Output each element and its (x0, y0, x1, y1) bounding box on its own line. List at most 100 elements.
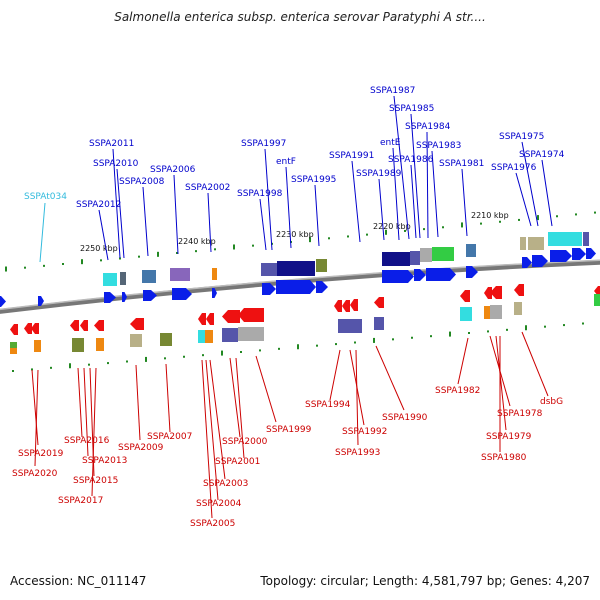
gene-label[interactable]: SSPA2008 (119, 177, 165, 187)
reverse-gene-arrow[interactable] (460, 290, 470, 302)
forward-gene-arrow[interactable] (382, 270, 414, 283)
gene-label[interactable]: SSPA1984 (405, 122, 451, 132)
gene-label[interactable]: SSPA1993 (335, 448, 380, 458)
gene-label[interactable]: SSPA2010 (93, 159, 139, 169)
forward-gene-arrow[interactable] (276, 280, 316, 294)
forward-gene-arrow[interactable] (38, 296, 44, 306)
forward-gene-arrow[interactable] (212, 288, 217, 298)
gene-label[interactable]: SSPA2013 (82, 456, 127, 466)
forward-gene-arrow[interactable] (550, 250, 572, 262)
gene-label[interactable]: SSPA2017 (58, 496, 103, 506)
reverse-gene-arrow[interactable] (24, 323, 32, 334)
gene-label[interactable]: SSPA1978 (497, 409, 543, 419)
gene-label[interactable]: SSPA1994 (305, 400, 351, 410)
forward-gene-arrow[interactable] (572, 248, 586, 260)
forward-gene-arrow[interactable] (262, 283, 276, 295)
forward-gene-arrow[interactable] (414, 269, 426, 281)
ruler-label: 2250 kbp (80, 244, 118, 253)
gc-tick (176, 251, 178, 254)
reverse-gene-arrow[interactable] (594, 286, 600, 296)
reverse-gene-arrow[interactable] (80, 320, 88, 331)
gene-label[interactable]: entE (380, 138, 401, 148)
gene-label[interactable]: SSPA2004 (196, 499, 242, 509)
reverse-gene-arrow[interactable] (484, 287, 492, 299)
gene-label[interactable]: SSPA1991 (329, 151, 374, 161)
gene-label[interactable]: SSPA2016 (64, 436, 110, 446)
gene-label[interactable]: SSPA1999 (266, 425, 312, 435)
gene-label[interactable]: entF (276, 157, 296, 167)
reverse-gene-arrow[interactable] (374, 297, 384, 308)
gene-label[interactable]: SSPA1995 (291, 175, 336, 185)
reverse-gene-arrow[interactable] (198, 313, 206, 325)
forward-gene-arrow[interactable] (172, 288, 192, 300)
gene-label[interactable]: SSPA2015 (73, 476, 118, 486)
gene-label[interactable]: SSPA2012 (76, 200, 121, 210)
forward-gene-arrow[interactable] (104, 292, 116, 303)
gene-label[interactable]: SSPA1975 (499, 132, 544, 142)
gene-label[interactable]: SSPA1992 (342, 427, 387, 437)
reverse-gene-arrow[interactable] (342, 300, 350, 312)
gc-tick (544, 325, 546, 328)
gene-label[interactable]: SSPA1976 (491, 163, 537, 173)
gc-tick (461, 222, 463, 228)
reverse-gene-arrow[interactable] (70, 320, 79, 331)
reverse-gene-arrow[interactable] (350, 299, 358, 311)
gene-label[interactable]: SSPA2011 (89, 139, 134, 149)
gene-label[interactable]: SSPA1979 (486, 432, 532, 442)
forward-gene-arrow[interactable] (122, 292, 127, 302)
gene-label[interactable]: SSPA1974 (519, 150, 565, 160)
gene-label[interactable]: SSPA2009 (118, 443, 164, 453)
gc-tick (518, 218, 520, 221)
gene-label[interactable]: SSPA1985 (389, 104, 434, 114)
gene-label[interactable]: SSPAt034 (24, 192, 67, 202)
forward-gene-arrow[interactable] (0, 296, 6, 307)
reverse-gene-arrow[interactable] (222, 310, 240, 323)
gene-label[interactable]: SSPA2006 (150, 165, 196, 175)
gene-label[interactable]: SSPA1990 (382, 413, 428, 423)
reverse-feature-tracks (10, 294, 600, 354)
gene-label[interactable]: SSPA2000 (222, 437, 268, 447)
gc-tick (50, 366, 52, 369)
forward-gene-arrow[interactable] (426, 268, 456, 281)
reverse-gene-arrow[interactable] (130, 318, 144, 330)
gene-label[interactable]: SSPA2001 (215, 457, 260, 467)
gc-tick (575, 213, 577, 216)
gene-label[interactable]: SSPA2002 (185, 183, 230, 193)
gene-label[interactable]: SSPA1998 (237, 189, 283, 199)
forward-gene-arrow[interactable] (522, 257, 532, 268)
gene-label[interactable]: SSPA1987 (370, 86, 415, 96)
gene-label[interactable]: SSPA1997 (241, 139, 286, 149)
ruler-label: 2220 kbp (373, 222, 411, 231)
reverse-gene-arrow[interactable] (514, 284, 524, 296)
reverse-gene-labels: SSPA2019 SSPA2020 SSPA2016 SSPA2013 SSPA… (12, 386, 563, 529)
forward-gene-arrow[interactable] (586, 248, 596, 259)
gene-label[interactable]: SSPA2003 (203, 479, 248, 489)
gene-label[interactable]: SSPA2007 (147, 432, 192, 442)
gene-label[interactable]: SSPA1986 (388, 155, 434, 165)
gene-label[interactable]: SSPA2005 (190, 519, 235, 529)
gc-tick (126, 360, 128, 363)
forward-gene-arrow[interactable] (143, 290, 157, 301)
gene-label[interactable]: SSPA1983 (416, 141, 461, 151)
gene-label[interactable]: dsbG (540, 397, 563, 407)
reverse-gene-arrow[interactable] (238, 308, 264, 322)
gene-label[interactable]: SSPA2020 (12, 469, 58, 479)
reverse-gene-arrow[interactable] (490, 286, 502, 299)
gc-tick (354, 341, 356, 344)
reverse-gene-arrow[interactable] (31, 323, 39, 334)
gene-label[interactable]: SSPA2019 (18, 449, 64, 459)
gene-label[interactable]: SSPA1982 (435, 386, 480, 396)
reverse-gene-arrow[interactable] (94, 320, 104, 331)
forward-gene-arrow[interactable] (532, 255, 548, 267)
reverse-gene-arrow[interactable] (10, 324, 18, 335)
gc-tick (411, 336, 413, 339)
reverse-gene-arrow[interactable] (334, 300, 342, 312)
gene-label[interactable]: SSPA1989 (356, 169, 402, 179)
gc-tick (366, 233, 368, 236)
gene-label[interactable]: SSPA1980 (481, 453, 527, 463)
forward-gene-arrow[interactable] (316, 281, 328, 293)
reverse-gene-arrow[interactable] (206, 313, 214, 325)
gene-label[interactable]: SSPA1981 (439, 159, 484, 169)
forward-gene-arrow[interactable] (466, 266, 478, 278)
